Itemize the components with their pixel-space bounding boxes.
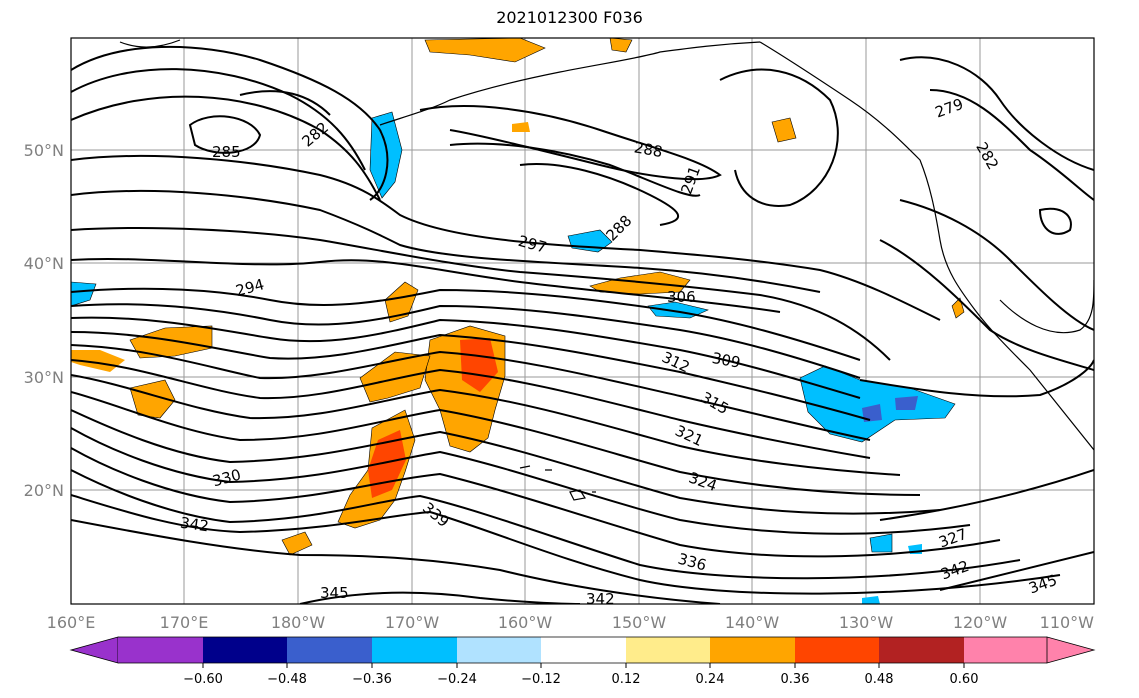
- contour-label: 285: [212, 143, 241, 161]
- pos-anomaly-west-3: [129, 379, 176, 419]
- colorbar-segment: [69, 636, 119, 664]
- colorbar-segment: [457, 637, 541, 663]
- lat-axis: 50°N 40°N 30°N 20°N: [24, 141, 64, 500]
- lon-tick-label: 170°W: [385, 613, 440, 632]
- colorbar-segment: [879, 637, 964, 663]
- colorbar-segment: [1046, 636, 1096, 664]
- map-frame: [70, 37, 1095, 605]
- contour-label: 342: [586, 590, 615, 608]
- colorbar-segment: [287, 637, 372, 663]
- neg-anomaly-aleutian: [369, 111, 403, 199]
- lon-axis: 160°E 170°E 180°W 170°W 160°W 150°W 140°…: [47, 613, 1095, 632]
- contour-label: 342: [179, 514, 210, 536]
- colorbar-tick-label: 0.12: [612, 672, 641, 687]
- lat-tick-label: 50°N: [24, 141, 64, 160]
- map-panel: 285 282 288 291 288 279 282 297 294 306 …: [71, 38, 1094, 608]
- neg-anomaly-west: [71, 281, 97, 307]
- pos-anomaly-central-2: [359, 351, 431, 403]
- pos-anomaly-bc: [771, 117, 797, 143]
- contour-label: 306: [667, 288, 696, 306]
- lon-tick-label: 160°W: [498, 613, 553, 632]
- colorbar-tick-label: −0.12: [521, 672, 561, 687]
- colorbar: −0.60 −0.48 −0.36 −0.24 −0.12 0.12 0.24 …: [69, 636, 1096, 687]
- colorbar-segment: [626, 637, 710, 663]
- colorbar-segment: [118, 637, 203, 663]
- lat-tick-label: 30°N: [24, 368, 64, 387]
- colorbar-ticks: [202, 663, 965, 668]
- colorbar-tick-label: −0.36: [352, 672, 392, 687]
- colorbar-tick-label: 0.24: [696, 672, 725, 687]
- lon-tick-label: 170°E: [160, 613, 209, 632]
- neg-anomaly-south: [862, 596, 880, 604]
- chart-title: 2021012300 F036: [496, 8, 643, 27]
- neg-anomaly-east: [799, 365, 956, 443]
- pos-anomaly-alaska-2: [609, 38, 633, 53]
- pos-anomaly-sw: [281, 531, 313, 556]
- lon-tick-label: 150°W: [612, 613, 667, 632]
- pos-anomaly-south-core: [368, 430, 406, 498]
- lon-tick-label: 140°W: [725, 613, 780, 632]
- lat-tick-label: 40°N: [24, 254, 64, 273]
- colorbar-tick-label: 0.48: [865, 672, 894, 687]
- pos-anomaly-north: [384, 281, 419, 323]
- pos-anomaly-west-2: [71, 350, 125, 372]
- lon-tick-label: 120°W: [953, 613, 1008, 632]
- contour-label: 345: [320, 584, 349, 602]
- coastline: [119, 39, 1094, 501]
- colorbar-tick-label: −0.24: [437, 672, 477, 687]
- colorbar-tick-label: 0.36: [781, 672, 810, 687]
- pos-anomaly-central-core: [460, 338, 498, 392]
- colorbar-tick-label: −0.60: [183, 672, 223, 687]
- colorbar-segment: [710, 637, 795, 663]
- neg-anomaly-se: [869, 533, 893, 553]
- colorbar-segment: [964, 637, 1047, 663]
- colorbar-tick-label: −0.48: [267, 672, 307, 687]
- pos-anomaly-alaska: [424, 38, 546, 63]
- contour-labels: 285 282 288 291 288 279 282 297 294 306 …: [179, 95, 1059, 608]
- lon-tick-label: 160°E: [47, 613, 96, 632]
- lon-tick-label: 110°W: [1040, 613, 1095, 632]
- lat-tick-label: 20°N: [24, 481, 64, 500]
- colorbar-frame: [118, 636, 1047, 664]
- contour-label: 288: [633, 138, 664, 161]
- neg-anomaly-east-core: [862, 404, 882, 422]
- pos-anomaly-gulf: [512, 122, 530, 132]
- colorbar-segment: [795, 637, 879, 663]
- colorbar-tick-label: 0.60: [950, 672, 979, 687]
- contour-label: 309: [711, 349, 742, 372]
- colorbar-segment: [203, 637, 287, 663]
- lon-tick-label: 180°W: [271, 613, 326, 632]
- colorbar-segment: [541, 637, 626, 663]
- colorbar-segment: [372, 637, 457, 663]
- neg-anomaly-east-core2: [895, 396, 918, 410]
- lon-tick-label: 130°W: [839, 613, 894, 632]
